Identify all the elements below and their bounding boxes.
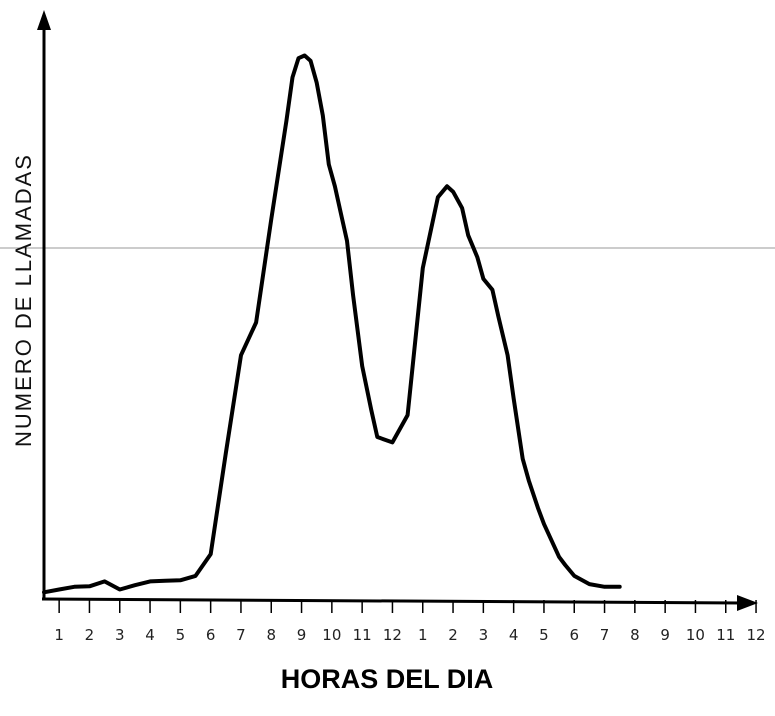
series-line: [42, 53, 622, 595]
x-tick-label: 8: [630, 626, 640, 644]
x-tick-label: 12: [383, 626, 402, 644]
x-tick-label: 8: [266, 626, 276, 644]
x-tick-label: 9: [660, 626, 670, 644]
x-tick-label: 6: [569, 626, 579, 644]
x-tick-label: 2: [85, 626, 95, 644]
x-axis-arrow: [737, 595, 758, 611]
x-tick-label: 11: [716, 626, 735, 644]
x-tick-label: 12: [747, 626, 766, 644]
x-tick-label: 9: [297, 626, 307, 644]
x-tick-label: 10: [322, 626, 341, 644]
x-tick-label: 6: [206, 626, 216, 644]
x-tick-label: 7: [600, 626, 610, 644]
y-axis-label: NUMERO DE LLAMADAS: [11, 153, 36, 447]
x-tick-label: 7: [236, 626, 246, 644]
x-ticks: [58, 600, 757, 613]
x-tick-label: 1: [418, 626, 428, 644]
x-tick-label: 5: [539, 626, 549, 644]
x-tick-label: 11: [353, 626, 372, 644]
y-axis-arrow: [37, 10, 51, 30]
x-tick-label: 4: [145, 626, 155, 644]
x-tick-label: 1: [54, 626, 64, 644]
x-tick-labels: 1 2 3 4 5 6 7 8 9 10 11 12 1 2 3 4 5 6 7 8 9 10 11 12: [54, 626, 765, 644]
x-tick-label: 3: [479, 626, 489, 644]
x-tick-label: 10: [686, 626, 705, 644]
x-tick-label: 2: [448, 626, 458, 644]
x-tick-label: 4: [509, 626, 519, 644]
x-axis-label: HORAS DEL DIA: [281, 664, 494, 694]
x-tick-label: 3: [115, 626, 125, 644]
x-tick-label: 5: [176, 626, 186, 644]
